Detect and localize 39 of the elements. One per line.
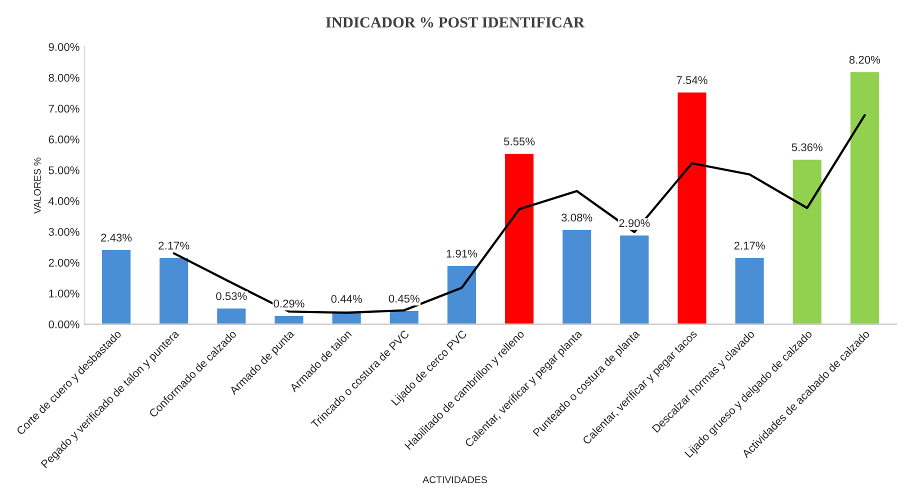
data-label: 2.43% (101, 234, 132, 242)
chart-title: INDICADOR % POST IDENTIFICAR (326, 17, 585, 28)
y-axis-title: VALORES % (34, 158, 41, 214)
bar (618, 234, 650, 324)
bar (216, 307, 248, 324)
bar (273, 314, 305, 324)
data-label: 2.17% (158, 242, 190, 250)
data-label: 2.17% (734, 242, 765, 250)
y-tick-label: 9.00% (48, 43, 80, 51)
data-label: 2.90% (619, 219, 650, 228)
y-tick-label: 4.00% (48, 197, 80, 206)
y-tick-label: 1.00% (49, 290, 80, 298)
data-label: 0.53% (216, 292, 247, 300)
bar (791, 158, 823, 324)
data-label: 0.45% (388, 294, 420, 303)
y-tick-label: 3.00% (48, 228, 80, 236)
y-tick-label: 7.00% (48, 104, 80, 113)
data-label: 3.08% (562, 214, 592, 222)
y-tick-label: 6.00% (48, 136, 80, 144)
data-label: 1.91% (446, 250, 478, 258)
y-tick-label: 5.00% (48, 166, 80, 174)
bar (734, 256, 766, 324)
bar (561, 228, 593, 324)
data-label: 0.44% (331, 295, 362, 303)
y-tick-label: 0.00% (48, 320, 80, 328)
data-label: 5.36% (792, 143, 822, 152)
x-axis-title: ACTIVIDADES (422, 476, 487, 484)
bar (504, 152, 535, 324)
bar (158, 256, 190, 324)
y-tick-label: 8.00% (48, 74, 80, 82)
y-tick-label: 2.00% (48, 258, 80, 267)
data-label: 0.29% (274, 300, 304, 308)
data-label: 5.55% (504, 138, 535, 146)
bar (676, 91, 708, 324)
bar (446, 264, 478, 324)
bar (849, 70, 880, 324)
data-label: 7.54% (676, 76, 708, 84)
data-label: 8.20% (849, 56, 880, 64)
bar (100, 248, 132, 324)
